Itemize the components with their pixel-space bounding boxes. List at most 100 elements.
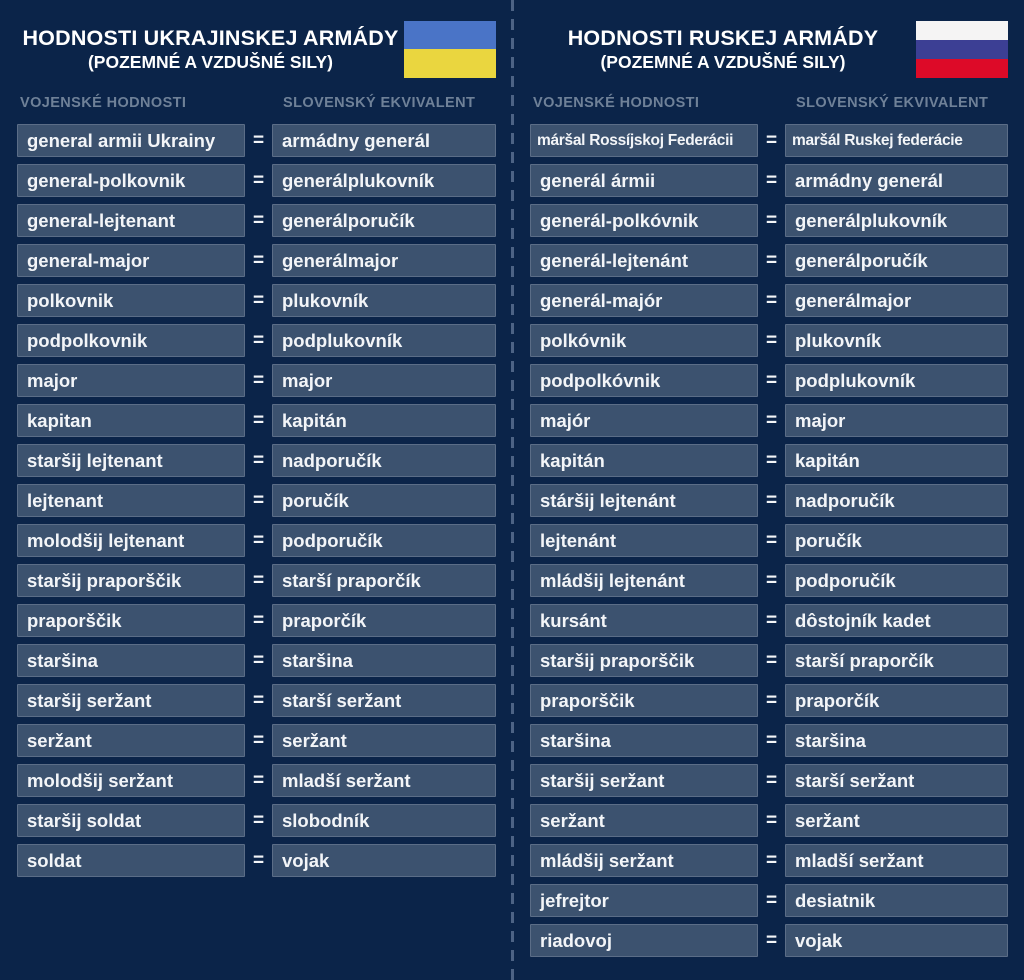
- equivalent-cell: generálporučík: [272, 204, 496, 237]
- equals-sign: =: [252, 609, 265, 631]
- equivalent-cell: kapitán: [785, 444, 1008, 477]
- table-row: molodšij seržant = mladší seržant: [17, 764, 496, 797]
- table-row: mládšij lejtenánt = podporučík: [530, 564, 1008, 597]
- rank-cell: staršij praporščik: [17, 564, 245, 597]
- equals-sign: =: [252, 849, 265, 871]
- rank-cell: lejtenánt: [530, 524, 758, 557]
- table-row: molodšij lejtenant = podporučík: [17, 524, 496, 557]
- rank-cell: staršina: [530, 724, 758, 757]
- table-row: staršij lejtenant = nadporučík: [17, 444, 496, 477]
- table-row: generál-lejtenánt = generálporučík: [530, 244, 1008, 277]
- equals-sign: =: [765, 169, 778, 191]
- table-row: staršij praporščik = starší praporčík: [17, 564, 496, 597]
- page-title: HODNOSTI RUSKEJ ARMÁDY: [567, 26, 879, 51]
- equivalent-cell: podporučík: [272, 524, 496, 557]
- table-row: polkóvnik = plukovník: [530, 324, 1008, 357]
- equivalent-cell: vojak: [272, 844, 496, 877]
- equivalent-cell: podplukovník: [272, 324, 496, 357]
- column-header-equivalent: SLOVENSKÝ EKVIVALENT: [796, 95, 989, 111]
- flag-stripe: [404, 49, 496, 78]
- table-row: generál ármii = armádny generál: [530, 164, 1008, 197]
- equivalent-cell: dôstojník kadet: [785, 604, 1008, 637]
- rank-table-ukraine: general armii Ukrainy = armádny generál gen…: [17, 124, 496, 877]
- table-row: podpolkóvnik = podplukovník: [530, 364, 1008, 397]
- table-row: stáršij lejtenánt = nadporučík: [530, 484, 1008, 517]
- equals-sign: =: [765, 249, 778, 271]
- column-headers: VOJENSKÉ HODNOSTI SLOVENSKÝ EKVIVALENT: [530, 95, 1008, 111]
- column-header-equivalent: SLOVENSKÝ EKVIVALENT: [283, 95, 476, 111]
- equivalent-cell: starší praporčík: [785, 644, 1008, 677]
- equals-sign: =: [765, 489, 778, 511]
- rank-cell: riadovoj: [530, 924, 758, 957]
- rank-cell: kursánt: [530, 604, 758, 637]
- table-row: lejtenant = poručík: [17, 484, 496, 517]
- rank-cell: seržant: [530, 804, 758, 837]
- equals-sign: =: [765, 209, 778, 231]
- equals-sign: =: [765, 729, 778, 751]
- equals-sign: =: [252, 169, 265, 191]
- table-row: soldat = vojak: [17, 844, 496, 877]
- panel-russia-header: HODNOSTI RUSKEJ ARMÁDY (POZEMNÉ A VZDUŠN…: [530, 20, 1008, 78]
- column-header-ranks: VOJENSKÉ HODNOSTI: [20, 95, 187, 111]
- equals-sign: =: [765, 649, 778, 671]
- table-row: polkovnik = plukovník: [17, 284, 496, 317]
- rank-cell: staršij seržant: [530, 764, 758, 797]
- column-header-ranks: VOJENSKÉ HODNOSTI: [533, 95, 700, 111]
- rank-cell: polkovnik: [17, 284, 245, 317]
- rank-cell: kapitan: [17, 404, 245, 437]
- rank-cell: generál-polkóvnik: [530, 204, 758, 237]
- rank-cell: podpolkóvnik: [530, 364, 758, 397]
- rank-cell: majór: [530, 404, 758, 437]
- table-row: mládšij seržant = mladší seržant: [530, 844, 1008, 877]
- table-row: máršal Rossíjskoj Federácii = maršál Ruske…: [530, 124, 1008, 157]
- equivalent-cell: armádny generál: [785, 164, 1008, 197]
- equivalent-cell: slobodník: [272, 804, 496, 837]
- equivalent-cell: armádny generál: [272, 124, 496, 157]
- table-row: staršij praporščik = starší praporčík: [530, 644, 1008, 677]
- equals-sign: =: [252, 649, 265, 671]
- ukraine-flag: [404, 20, 496, 78]
- flag-stripe: [916, 20, 1008, 40]
- equivalent-cell: mladší seržant: [272, 764, 496, 797]
- equals-sign: =: [765, 129, 778, 151]
- equivalent-cell: praporčík: [785, 684, 1008, 717]
- rank-cell: podpolkovnik: [17, 324, 245, 357]
- rank-cell: major: [17, 364, 245, 397]
- rank-cell: mládšij seržant: [530, 844, 758, 877]
- rank-cell: generál-lejtenánt: [530, 244, 758, 277]
- rank-cell: lejtenant: [17, 484, 245, 517]
- russia-flag: [916, 20, 1008, 78]
- table-row: staršina = staršina: [530, 724, 1008, 757]
- table-row: staršij seržant = starší seržant: [530, 764, 1008, 797]
- table-row: general armii Ukrainy = armádny generál: [17, 124, 496, 157]
- flag-stripe: [404, 20, 496, 49]
- equivalent-cell: kapitán: [272, 404, 496, 437]
- rank-cell: staršij praporščik: [530, 644, 758, 677]
- table-row: general-lejtenant = generálporučík: [17, 204, 496, 237]
- page-subtitle: (POZEMNÉ A VZDUŠNÉ SILY): [87, 51, 334, 72]
- equivalent-cell: praporčík: [272, 604, 496, 637]
- equals-sign: =: [252, 489, 265, 511]
- equals-sign: =: [765, 409, 778, 431]
- equivalent-cell: major: [272, 364, 496, 397]
- rank-cell: jefrejtor: [530, 884, 758, 917]
- rank-cell: soldat: [17, 844, 245, 877]
- page-subtitle: (POZEMNÉ A VZDUŠNÉ SILY): [600, 51, 846, 72]
- equivalent-cell: seržant: [785, 804, 1008, 837]
- column-header-spacer: [758, 95, 785, 111]
- table-row: general-major = generálmajor: [17, 244, 496, 277]
- column-headers: VOJENSKÉ HODNOSTI SLOVENSKÝ EKVIVALENT: [17, 95, 496, 111]
- equals-sign: =: [765, 849, 778, 871]
- table-row: staršij soldat = slobodník: [17, 804, 496, 837]
- table-row: seržant = seržant: [530, 804, 1008, 837]
- column-header-spacer: [245, 95, 272, 111]
- table-row: praporščik = praporčík: [17, 604, 496, 637]
- equals-sign: =: [252, 289, 265, 311]
- rank-cell: staršij seržant: [17, 684, 245, 717]
- equivalent-cell: desiatnik: [785, 884, 1008, 917]
- equals-sign: =: [765, 289, 778, 311]
- equivalent-cell: staršina: [785, 724, 1008, 757]
- table-row: jefrejtor = desiatnik: [530, 884, 1008, 917]
- rank-cell: generál-majór: [530, 284, 758, 317]
- rank-cell: molodšij lejtenant: [17, 524, 245, 557]
